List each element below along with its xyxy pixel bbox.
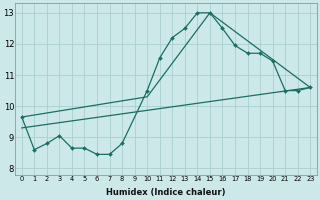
- X-axis label: Humidex (Indice chaleur): Humidex (Indice chaleur): [106, 188, 226, 197]
